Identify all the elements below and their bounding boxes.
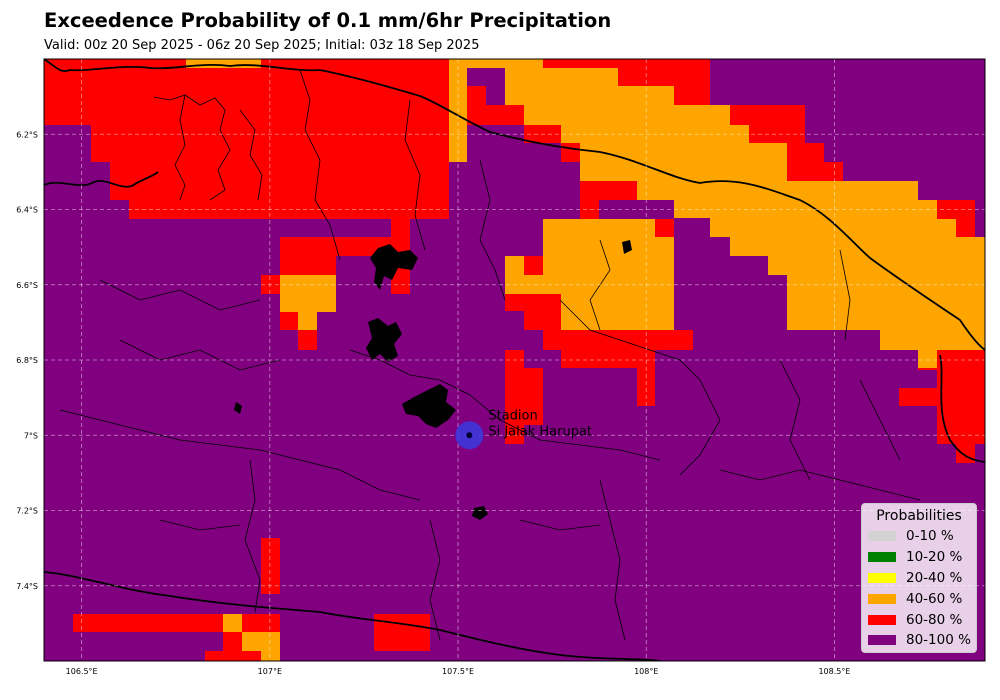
legend-title: Probabilities [876,508,962,524]
gridlines [44,59,985,661]
legend: Probabilities 0-10 % 10-20 % 20-40 % 40-60 … [861,503,977,653]
legend-item: 40-60 % [862,588,976,609]
x-tick-label: 106.5°E [66,667,98,676]
coastline [44,59,985,661]
y-tick-label: 7°S [24,431,38,440]
legend-item: 10-20 % [862,547,976,568]
x-axis-labels: 106.5°E 107°E 107.5°E 108°E 108.5°E [66,667,851,676]
reservoir-shapes [234,240,632,520]
province-borders [59,69,921,641]
x-tick-label: 108°E [634,667,658,676]
y-tick-label: 6.6°S [16,281,38,290]
station-dot [466,432,473,439]
station-name-line2: Si Jalak Harupat [488,424,592,439]
legend-swatch [868,635,896,646]
legend-item: 20-40 % [862,568,976,589]
legend-label: 20-40 % [906,569,963,586]
plot-frame [43,58,986,662]
y-axis-labels: 6.2°S 6.4°S 6.6°S 6.8°S 7°S 7.2°S 7.4°S [16,130,38,591]
y-tick-label: 6.2°S [16,130,38,139]
legend-swatch [868,552,896,563]
x-tick-label: 108.5°E [818,667,850,676]
legend-label: 10-20 % [906,549,963,566]
legend-swatch [868,572,896,583]
legend-swatch [868,593,896,604]
legend-label: 40-60 % [906,590,963,607]
legend-label: 80-100 % [906,632,971,649]
y-tick-label: 6.4°S [16,206,38,215]
chart-subtitle: Valid: 00z 20 Sep 2025 - 06z 20 Sep 2025… [44,38,480,53]
station-name-line1: Stadion [488,408,537,423]
x-tick-label: 107.5°E [442,667,474,676]
chart-title: Exceedence Probability of 0.1 mm/6hr Pre… [44,9,612,32]
legend-label: 60-80 % [906,611,963,628]
x-tick-label: 107°E [258,667,282,676]
y-tick-label: 6.8°S [16,356,38,365]
legend-swatch [868,531,896,542]
legend-item: 80-100 % [862,630,976,651]
y-tick-label: 7.4°S [16,582,38,591]
legend-item: 60-80 % [862,609,976,630]
legend-swatch [868,614,896,625]
legend-label: 0-10 % [906,528,954,545]
legend-item: 0-10 % [862,526,976,547]
y-tick-label: 7.2°S [16,507,38,516]
station-marker[interactable]: Stadion Si Jalak Harupat [455,408,592,450]
